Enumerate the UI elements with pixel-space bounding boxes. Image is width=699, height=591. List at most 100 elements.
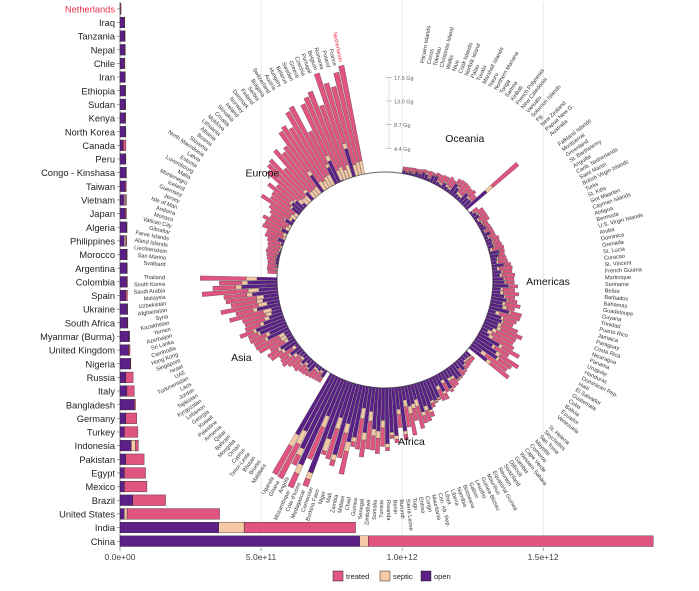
bar-open-tanzania bbox=[120, 31, 125, 42]
bar-treated-russia bbox=[126, 372, 133, 383]
bar-open-barbados bbox=[493, 287, 501, 290]
y-tick-label: Kenya bbox=[89, 114, 116, 124]
y-tick-label: Chile bbox=[94, 59, 115, 69]
y-tick-label: Myanmar (Burma) bbox=[40, 332, 115, 342]
y-tick-label: Argentina bbox=[75, 264, 116, 274]
y-tick-label: Tanzania bbox=[78, 32, 116, 42]
bar-open-egypt bbox=[120, 468, 124, 479]
bar-septic-suriname bbox=[504, 281, 506, 284]
y-tick-label: India bbox=[95, 523, 116, 533]
legend-swatch-treated bbox=[333, 571, 343, 581]
y-tick-label: United Kingdom bbox=[49, 346, 115, 356]
bar-septic-united-states bbox=[124, 509, 127, 520]
bar-septic-south-korea bbox=[242, 281, 248, 285]
bar-open-russia bbox=[120, 372, 126, 383]
bar-open-vietnam bbox=[120, 195, 124, 206]
bar-open-kenya bbox=[120, 113, 125, 124]
bar-septic-french-guiana bbox=[500, 274, 503, 277]
bar-open-tunisia bbox=[381, 388, 385, 420]
bar-open-bangladesh bbox=[120, 399, 134, 410]
bar-treated-australia bbox=[491, 162, 519, 187]
radial-tick-label: 17.5 Gg bbox=[394, 76, 414, 82]
bar-open-south-africa bbox=[120, 317, 127, 328]
bar-treated-cocos bbox=[406, 167, 410, 172]
bar-open-grenada bbox=[491, 261, 496, 264]
y-tick-label: Canada bbox=[82, 141, 115, 151]
bar-treated-united-kingdom bbox=[129, 345, 130, 356]
country-label: Somalia bbox=[372, 499, 379, 520]
region-label: Oceania bbox=[445, 133, 484, 145]
bar-septic-yemen bbox=[253, 308, 258, 312]
y-tick-label: Iran bbox=[99, 73, 115, 83]
bar-open-indonesia bbox=[120, 440, 131, 451]
bar-open-argentina bbox=[120, 263, 127, 274]
bar-treated-germany bbox=[126, 413, 137, 424]
bar-open-dominica bbox=[491, 257, 497, 261]
y-tick-label: South Africa bbox=[65, 318, 116, 328]
bar-open-french-guiana bbox=[493, 274, 500, 277]
region-label: Asia bbox=[231, 352, 252, 364]
bar-treated-malawi bbox=[351, 441, 356, 447]
bar-septic-china bbox=[360, 536, 368, 547]
bar-treated-svalbard bbox=[268, 270, 276, 273]
y-tick-label: Egypt bbox=[91, 469, 115, 479]
bar-open-st-vincent bbox=[493, 270, 502, 273]
bar-septic-afghanistan bbox=[256, 295, 264, 299]
bar-septic-vietnam bbox=[124, 195, 125, 206]
bar-treated-pitcairn-islands bbox=[403, 167, 406, 171]
bar-treated-italy bbox=[127, 386, 134, 397]
bar-septic-guinea bbox=[362, 432, 367, 440]
inner-circle bbox=[277, 172, 493, 388]
y-tick-label: Mexico bbox=[86, 482, 115, 492]
bar-open-japan bbox=[120, 208, 125, 219]
radial-tick-label: 4.4 Gg bbox=[394, 147, 411, 153]
bar-treated-rwanda bbox=[385, 448, 389, 451]
bar-treated-st-lucia bbox=[504, 262, 510, 266]
bar-treated-somalia bbox=[375, 438, 380, 453]
bar-open-brazil bbox=[120, 495, 133, 506]
bar-septic-senegal bbox=[369, 411, 373, 421]
y-tick-label: Spain bbox=[91, 291, 115, 301]
bar-open-spain bbox=[120, 290, 126, 301]
y-tick-label: Algeria bbox=[86, 223, 116, 233]
bar-septic-martinique bbox=[503, 277, 505, 280]
bar-open-peru bbox=[120, 154, 125, 165]
bar-open-north-korea bbox=[120, 126, 125, 137]
x-tick-label: 1.0e+12 bbox=[387, 552, 418, 562]
country-label: Suriname bbox=[605, 282, 629, 288]
y-tick-label: Nepal bbox=[91, 45, 115, 55]
x-tick-label: 0.0e+00 bbox=[105, 552, 136, 562]
country-label: Benin bbox=[391, 500, 398, 515]
bar-treated-south-korea bbox=[219, 281, 242, 285]
bar-treated-japan bbox=[125, 208, 126, 219]
bar-treated-pakistan bbox=[126, 454, 144, 465]
x-tick-label: 5.0e+11 bbox=[246, 552, 277, 562]
bar-septic-thailand bbox=[246, 277, 257, 280]
bar-open-thailand bbox=[257, 277, 277, 280]
bar-treated-canada bbox=[123, 140, 126, 151]
y-tick-label: Colombia bbox=[76, 277, 116, 287]
bar-septic-malaysia bbox=[248, 288, 259, 292]
bar-treated-brazil bbox=[133, 495, 166, 506]
bar-treated-zimbabwe bbox=[370, 436, 375, 450]
y-tick-label: North Korea bbox=[65, 127, 116, 137]
bar-open-nepal bbox=[120, 44, 125, 55]
country-label: French Guiana bbox=[605, 267, 643, 274]
bar-septic-barbados bbox=[500, 288, 503, 291]
bar-septic-indonesia bbox=[131, 440, 135, 451]
country-label: Tunisia bbox=[379, 499, 385, 518]
bar-septic-philippines bbox=[124, 236, 126, 247]
y-tick-label: Brazil bbox=[92, 496, 115, 506]
y-tick-label: Taiwan bbox=[86, 182, 115, 192]
radial-tick-label: 8.7 Gg bbox=[394, 123, 411, 129]
y-tick-label: Netherlands bbox=[65, 4, 115, 14]
y-tick-label: Ukraine bbox=[83, 305, 115, 315]
bar-treated-liechtenstein bbox=[267, 263, 275, 267]
bar-treated-nigeria bbox=[130, 358, 131, 369]
bar-open-ethiopia bbox=[120, 85, 125, 96]
bar-open-philippines bbox=[120, 236, 124, 247]
y-tick-label: Sudan bbox=[88, 100, 115, 110]
bar-open-sudan bbox=[120, 99, 125, 110]
